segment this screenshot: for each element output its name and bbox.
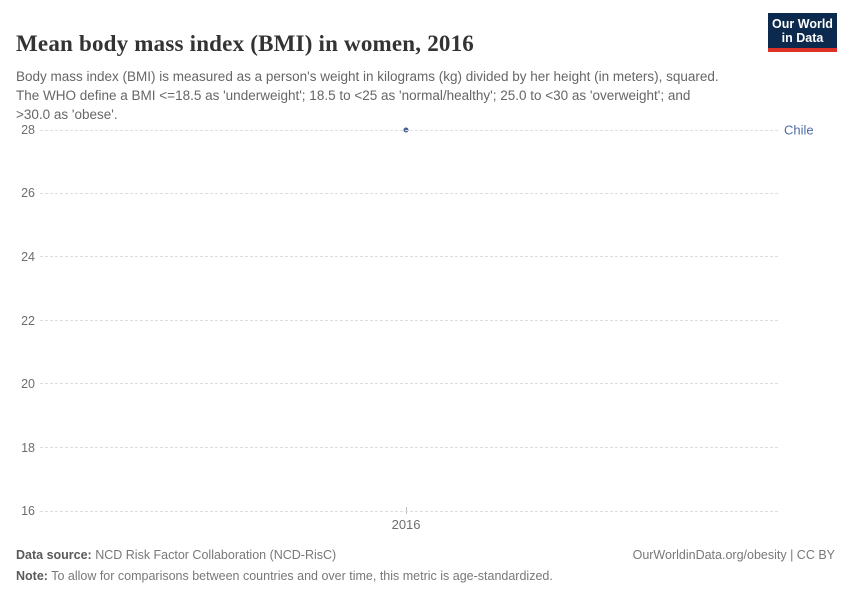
gridline bbox=[40, 383, 778, 385]
note-line: Note: To allow for comparisons between c… bbox=[16, 569, 553, 583]
y-tick-label: 26 bbox=[21, 186, 35, 201]
y-axis-labels: 16 18 20 22 24 26 28 bbox=[0, 123, 35, 518]
y-tick-label: 24 bbox=[21, 249, 35, 264]
gridline bbox=[40, 320, 778, 321]
gridline bbox=[40, 192, 778, 194]
gridline bbox=[40, 510, 778, 512]
data-source-line: Data source: NCD Risk Factor Collaborati… bbox=[16, 545, 336, 566]
data-source-value: NCD Risk Factor Collaboration (NCD-RisC) bbox=[91, 548, 337, 562]
chart-subtitle: Body mass index (BMI) is measured as a p… bbox=[16, 68, 719, 122]
y-tick-label: 20 bbox=[21, 376, 35, 391]
x-tick-label: 2016 bbox=[391, 517, 421, 532]
owid-logo-text: Our World in Data bbox=[772, 17, 833, 45]
license-link[interactable]: OurWorldinData.org/obesity | CC BY bbox=[632, 548, 835, 562]
note-label: Note: bbox=[16, 569, 48, 583]
chart-footer: Data source: NCD Risk Factor Collaborati… bbox=[16, 545, 835, 587]
owid-logo[interactable]: Our World in Data bbox=[768, 13, 837, 52]
y-tick-label: 28 bbox=[21, 123, 35, 137]
note-value: To allow for comparisons between countri… bbox=[47, 569, 553, 583]
data-source-label: Data source: bbox=[16, 548, 92, 562]
gridline bbox=[40, 447, 778, 448]
plot-area: 2016 Chile bbox=[40, 123, 814, 532]
gridline bbox=[40, 256, 778, 258]
y-tick-label: 22 bbox=[21, 313, 35, 328]
gridline bbox=[40, 129, 778, 131]
y-tick-label: 16 bbox=[21, 504, 35, 518]
entity-label-chile[interactable]: Chile bbox=[784, 122, 814, 138]
owid-logo-red-bar bbox=[768, 48, 837, 52]
y-tick-label: 18 bbox=[21, 440, 35, 455]
chart-title: Mean body mass index (BMI) in women, 201… bbox=[16, 31, 475, 57]
